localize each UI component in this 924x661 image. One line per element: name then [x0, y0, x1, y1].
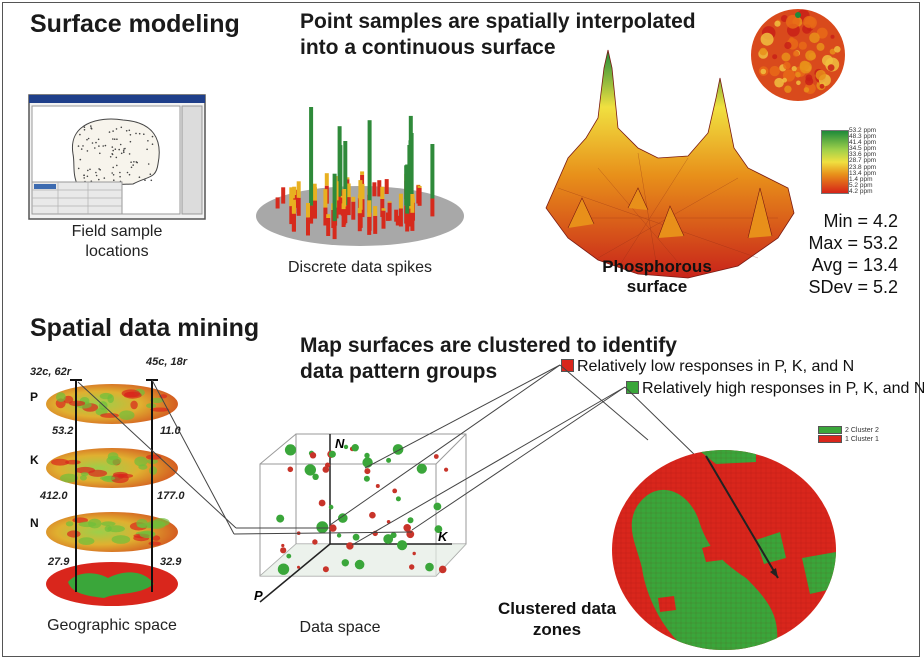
caption-zones-1: Clustered data	[497, 599, 617, 618]
value-left-p: 53.2	[52, 425, 74, 437]
axis-label-p: P	[254, 588, 263, 603]
section2-subtitle-1: Map surfaces are clustered to identify	[300, 334, 677, 357]
stat-min: Min = 4.2	[823, 211, 898, 231]
section2-subtitle-2: data pattern groups	[300, 360, 498, 383]
caption-surface-1: Phosphorous	[602, 257, 712, 276]
axis-label-k: K	[438, 529, 448, 544]
data-spikes-graphic	[256, 107, 464, 246]
layer-label-n: N	[30, 516, 39, 530]
value-right-p: 11.0	[160, 425, 181, 437]
ramp-tick-label: 13.4 ppm	[849, 169, 877, 177]
cluster1-label: 1 Cluster 1	[845, 435, 879, 443]
ramp-tick-label: 33.6 ppm	[849, 151, 877, 159]
axis-label-n: N	[335, 436, 345, 451]
ramp-tick-label: 34.5 ppm	[849, 145, 877, 153]
ramp-tick-label: 1.4 ppm	[849, 175, 873, 183]
caption-spikes: Discrete data spikes	[287, 259, 433, 276]
section1-subtitle-1: Point samples are spatially interpolated	[300, 10, 696, 33]
legend-high-label: Relatively high responses in P, K, and N	[642, 380, 924, 397]
ramp-tick-label: 5.2 ppm	[849, 181, 873, 189]
color-ramp-labels: 53.2 ppm 48.3 ppm 41.4 ppm 34.5 ppm 33.6 ppm…	[849, 127, 909, 195]
ramp-tick-label: 48.3 ppm	[849, 133, 877, 141]
geographic-space-stack	[46, 379, 178, 606]
field-sample-screenshot	[28, 94, 206, 220]
cluster2-label: 2 Cluster 2	[845, 426, 879, 434]
value-left-k: 412.0	[40, 490, 68, 502]
cluster2-swatch	[818, 426, 842, 434]
stat-max: Max = 53.2	[808, 233, 898, 253]
caption-surface-2: surface	[626, 277, 688, 296]
legend-low-label: Relatively low responses in P, K, and N	[577, 358, 855, 375]
layer-label-p: P	[30, 390, 39, 404]
caption-data-space: Data space	[299, 619, 381, 636]
legend-low-responses: Relatively low responses in P, K, and N	[561, 358, 854, 376]
point-left-label: 32c, 62r	[30, 366, 71, 378]
data-space-cube	[259, 433, 467, 603]
surface-top-view-map	[751, 9, 845, 101]
section1-subtitle-2: into a continuous surface	[300, 36, 556, 59]
caption-field-1: Field sample	[71, 223, 163, 240]
ramp-tick-label: 4.2 ppm	[849, 187, 873, 195]
ramp-tick-label: 41.4 ppm	[849, 139, 877, 147]
clustered-zones-map	[612, 450, 836, 650]
legend-high-responses: Relatively high responses in P, K, and N	[626, 380, 924, 398]
caption-geographic-space: Geographic space	[47, 617, 177, 634]
point-right-label: 45c, 18r	[146, 356, 187, 368]
cluster-legend: 2 Cluster 2 1 Cluster 1	[818, 426, 879, 444]
ramp-tick-label: 53.2 ppm	[849, 127, 877, 134]
value-left-n: 27.9	[48, 556, 70, 568]
caption-field-2: locations	[85, 243, 149, 260]
section1-title: Surface modeling	[30, 10, 240, 38]
stat-sdev: SDev = 5.2	[808, 277, 898, 297]
color-ramp-legend	[821, 130, 849, 194]
ramp-tick-label: 28.7 ppm	[849, 157, 877, 165]
ramp-tick-label: 23.8 ppm	[849, 163, 877, 171]
section2-title: Spatial data mining	[30, 314, 260, 342]
cluster1-swatch	[818, 434, 842, 443]
caption-zones-2: zones	[532, 620, 582, 639]
value-right-n: 32.9	[160, 556, 182, 568]
value-right-k: 177.0	[157, 490, 185, 502]
phosphorous-surface-graphic	[545, 49, 795, 279]
stat-avg: Avg = 13.4	[811, 255, 898, 275]
layer-label-k: K	[30, 453, 39, 467]
